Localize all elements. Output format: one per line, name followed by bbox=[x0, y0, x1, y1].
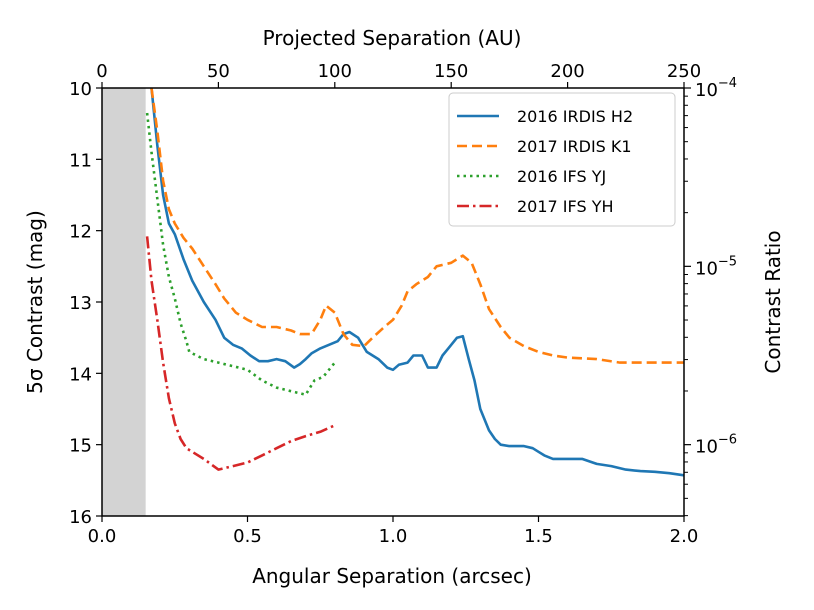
legend-label-2: 2016 IFS YJ bbox=[517, 167, 606, 186]
legend-label-1: 2017 IRDIS K1 bbox=[517, 137, 632, 156]
legend-box bbox=[448, 92, 676, 227]
right-tick-label: 10−5 bbox=[695, 254, 737, 279]
x-tick-label: 0.0 bbox=[88, 526, 117, 547]
y-tick-label: 11 bbox=[69, 150, 92, 171]
top-x-tick-label: 200 bbox=[550, 61, 584, 82]
y-tick-label: 14 bbox=[69, 364, 92, 385]
top-x-tick-label: 150 bbox=[434, 61, 468, 82]
top-x-tick-label: 100 bbox=[318, 61, 352, 82]
series-line-3 bbox=[145, 236, 336, 471]
x-tick-label: 1.0 bbox=[379, 526, 408, 547]
series-line-1 bbox=[150, 87, 684, 364]
right-tick-label: 10−6 bbox=[695, 433, 737, 458]
legend-label-3: 2017 IFS YH bbox=[517, 197, 614, 216]
y-axis-label: 5σ Contrast (mag) bbox=[23, 210, 47, 394]
y-tick-label: 13 bbox=[69, 293, 92, 314]
y-tick-label: 12 bbox=[69, 222, 92, 243]
ticks-layer: 0.0 0.5 1.0 1.5 2.0 0 50 100 150 200 250 10 11 12 13 14… bbox=[69, 61, 737, 547]
x-tick-label: 0.5 bbox=[233, 526, 262, 547]
series-line-0 bbox=[150, 87, 685, 477]
top-x-axis-label: Projected Separation (AU) bbox=[263, 26, 522, 50]
legend: 2016 IRDIS H2 2017 IRDIS K1 2016 IFS YJ 201… bbox=[448, 92, 676, 227]
right-y-axis-label: Contrast Ratio bbox=[761, 230, 785, 373]
top-x-tick-label: 0 bbox=[96, 61, 107, 82]
x-axis-label: Angular Separation (arcsec) bbox=[252, 564, 532, 588]
series-layer bbox=[145, 87, 685, 477]
x-tick-label: 2.0 bbox=[670, 526, 699, 547]
legend-entries: 2016 IRDIS H2 2017 IRDIS K1 2016 IFS YJ 201… bbox=[457, 107, 633, 216]
y-tick-label: 16 bbox=[69, 507, 92, 528]
top-x-tick-label: 250 bbox=[667, 61, 701, 82]
right-tick-label: 10−4 bbox=[695, 76, 737, 101]
series-line-2 bbox=[145, 112, 336, 396]
top-x-tick-label: 50 bbox=[207, 61, 230, 82]
masked-region bbox=[102, 88, 146, 516]
y-tick-label: 10 bbox=[69, 79, 92, 100]
y-tick-label: 15 bbox=[69, 436, 92, 457]
x-tick-label: 1.5 bbox=[524, 526, 553, 547]
legend-label-0: 2016 IRDIS H2 bbox=[517, 107, 633, 126]
